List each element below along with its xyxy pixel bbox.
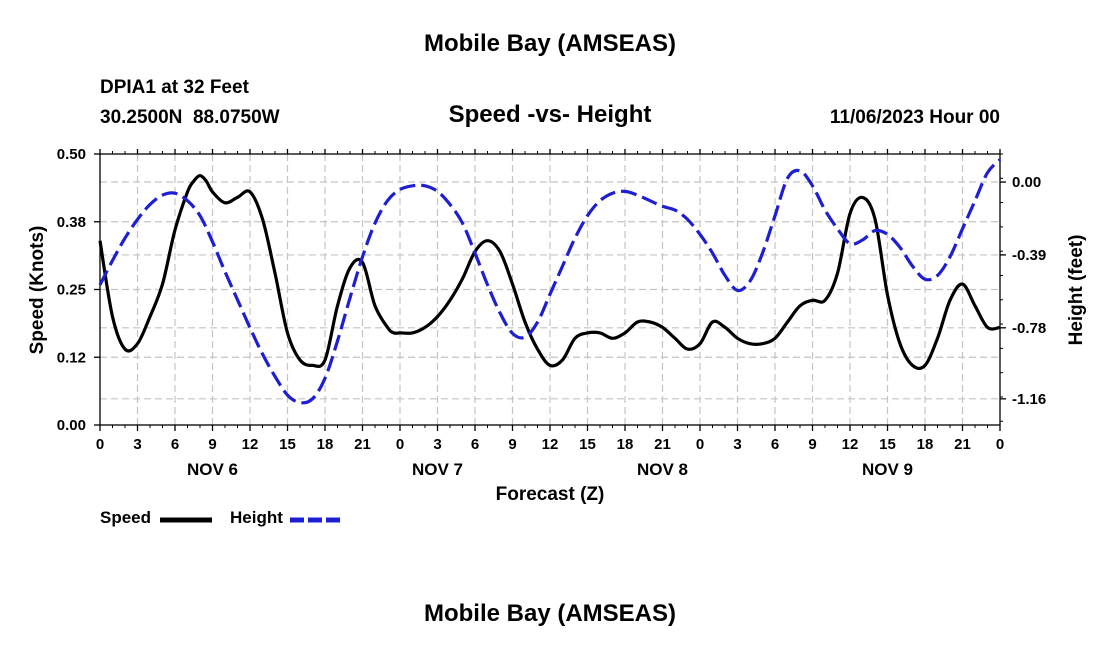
x-tick-label: 18 xyxy=(317,436,334,453)
day-label: NOV 6 xyxy=(187,460,238,479)
legend-swatch-height xyxy=(290,517,342,523)
chart-title: Speed -vs- Height xyxy=(448,101,652,128)
y2-axis-label: Height (feet) xyxy=(1066,235,1087,346)
x-tick-label: 18 xyxy=(617,436,634,453)
forecast-datetime: 11/06/2023 Hour 00 xyxy=(829,107,1000,128)
series-line-height xyxy=(98,158,1002,405)
legend-label-height: Height xyxy=(230,508,283,527)
x-tick-label: 0 xyxy=(96,436,104,453)
chart-series xyxy=(98,158,1002,405)
coordinates-label: 30.2500N 88.0750W xyxy=(100,107,280,128)
x-tick-label: 3 xyxy=(133,436,141,453)
x-tick-label: 21 xyxy=(954,436,971,453)
x-tick-label: 9 xyxy=(508,436,516,453)
y2-tick-label: -0.39 xyxy=(1012,247,1046,264)
x-tick-label: 21 xyxy=(654,436,671,453)
x-tick-label: 15 xyxy=(879,436,896,453)
x-tick-label: 6 xyxy=(771,436,779,453)
y-tick-label: 0.12 xyxy=(57,349,86,366)
x-tick-label: 3 xyxy=(733,436,741,453)
x-tick-label: 0 xyxy=(996,436,1004,453)
x-axis-label: Forecast (Z) xyxy=(496,484,605,505)
x-tick-label: 0 xyxy=(396,436,404,453)
station-label: DPIA1 at 32 Feet xyxy=(100,77,249,98)
bottom-page-title: Mobile Bay (AMSEAS) xyxy=(423,600,677,627)
x-tick-label: 15 xyxy=(579,436,596,453)
y-tick-label: 0.25 xyxy=(57,282,86,299)
x-tick-label: 15 xyxy=(279,436,296,453)
x-tick-label: 3 xyxy=(433,436,441,453)
speed-height-chart: 0 3 6 9 12 15 18 21 0 3 6 9 12 15 18 21 0 3 6 9 12 15 18 21 0 NOV… xyxy=(27,146,1087,505)
y-tick-label: 0.38 xyxy=(57,214,86,231)
x-tick-label: 12 xyxy=(842,436,859,453)
y-axis-label: Speed (Knots) xyxy=(27,226,48,355)
x-tick-label: 6 xyxy=(171,436,179,453)
day-label: NOV 7 xyxy=(412,460,463,479)
y-tick-label: 0.50 xyxy=(57,146,86,163)
y2-tick-label: -1.16 xyxy=(1012,391,1046,408)
x-tick-label: 9 xyxy=(808,436,816,453)
x-tick-label: 21 xyxy=(354,436,371,453)
day-label: NOV 8 xyxy=(637,460,688,479)
x-tick-label: 12 xyxy=(542,436,559,453)
y2-tick-label: -0.78 xyxy=(1012,320,1046,337)
legend-swatch-speed xyxy=(160,517,212,523)
x-tick-label: 6 xyxy=(471,436,479,453)
legend-label-speed: Speed xyxy=(100,508,152,527)
y-tick-label: 0.00 xyxy=(57,417,86,434)
y2-tick-label: 0.00 xyxy=(1012,174,1041,191)
chart-gridlines xyxy=(100,154,1000,425)
day-label: NOV 9 xyxy=(862,460,913,479)
x-tick-label: 12 xyxy=(242,436,259,453)
x-tick-label: 9 xyxy=(208,436,216,453)
x-tick-label: 0 xyxy=(696,436,704,453)
x-tick-label: 18 xyxy=(917,436,934,453)
page-title: Mobile Bay (AMSEAS) xyxy=(423,30,677,57)
axis-ticks: 0 3 6 9 12 15 18 21 0 3 6 9 12 15 18 21 0 3 6 9 12 15 18 21 0 NOV… xyxy=(57,146,1046,479)
